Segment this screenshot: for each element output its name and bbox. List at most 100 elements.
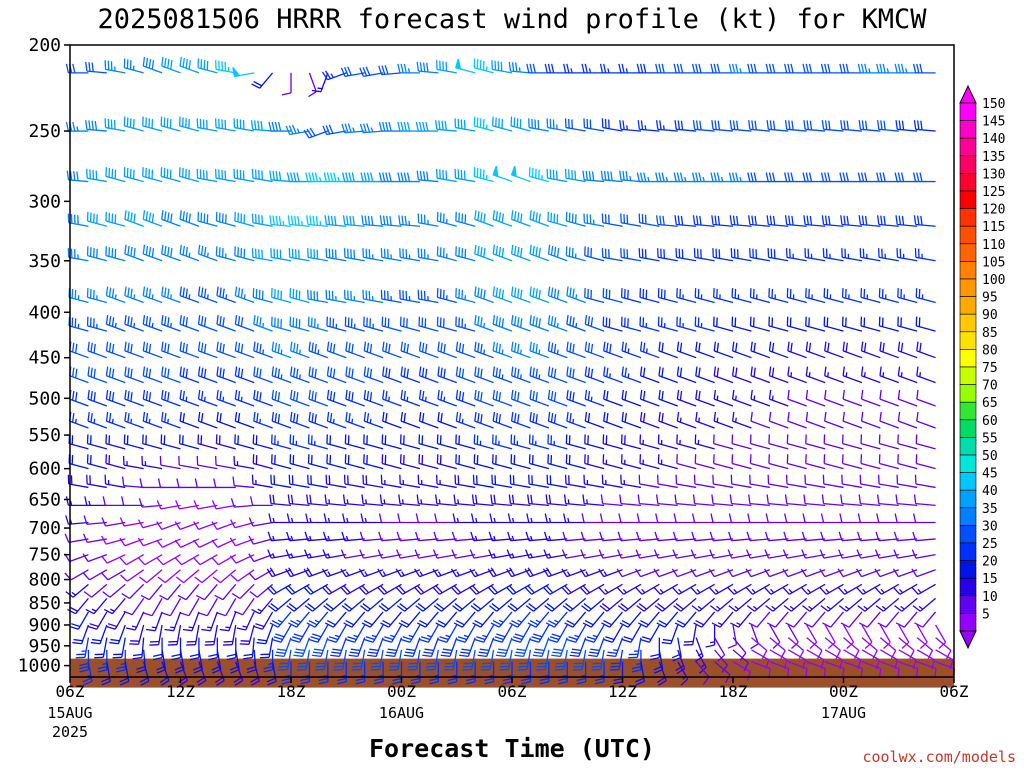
barb-flag-full (256, 390, 259, 401)
barb-shaft (419, 350, 439, 359)
wind-barb (598, 583, 623, 595)
barb-flag-full (551, 654, 561, 658)
barb-flag-full (385, 413, 388, 423)
barb-flag-half (678, 588, 683, 594)
wind-barb (105, 341, 126, 359)
barb-shaft (455, 538, 476, 542)
barb-shaft (692, 624, 697, 645)
wind-barb (142, 366, 163, 384)
barb-flag-half (408, 634, 414, 638)
barb-shaft (111, 597, 126, 615)
barb-flag-half (437, 571, 442, 576)
barb-shaft (437, 325, 457, 332)
barb-flag-half (390, 634, 395, 638)
barb-flag-full (827, 342, 830, 353)
wind-barb (233, 168, 255, 183)
barb-flag-half (407, 68, 411, 74)
barb-shaft (769, 569, 789, 578)
barb-flag-full (272, 170, 275, 181)
barb-flag-full (103, 608, 113, 615)
barb-flag-full (529, 366, 532, 376)
barb-shaft (621, 296, 642, 304)
barb-flag-full (913, 120, 917, 130)
wind-barb (399, 316, 421, 332)
wind-barb (655, 172, 678, 183)
barb-flag-full (101, 572, 109, 581)
barb-shaft (106, 398, 126, 407)
barb-flag-full (185, 368, 188, 379)
barb-flag-full (585, 170, 588, 181)
barb-flag-full (65, 63, 70, 74)
wind-barb (175, 569, 200, 584)
barb-flag-full (655, 513, 659, 523)
wind-barb (768, 454, 789, 470)
barb-flag-full (237, 342, 241, 353)
barb-flag-full (308, 366, 311, 376)
barb-flag-full (731, 366, 735, 376)
wind-barb (656, 248, 678, 262)
barb-flag-full (790, 63, 794, 74)
barb-shaft (271, 420, 292, 429)
barb-flag-full (543, 587, 551, 595)
wind-barb (492, 434, 513, 450)
barb-flag-full (71, 367, 75, 377)
barb-flag-full (819, 549, 825, 559)
barb-shaft (296, 611, 310, 628)
barb-flag-full (532, 316, 535, 326)
barb-flag-full (656, 622, 666, 628)
barb-flag-full (531, 636, 541, 641)
barb-flag-half (548, 517, 552, 523)
barb-shaft (511, 420, 531, 429)
wind-barb (713, 434, 734, 450)
barb-flag-full (342, 172, 346, 182)
barb-flag-full (305, 172, 309, 182)
barb-shaft (215, 177, 236, 183)
barb-flag-full (156, 539, 163, 548)
barb-shaft (768, 256, 789, 262)
barb-flag-full (569, 390, 572, 401)
barb-flag-full (219, 390, 222, 401)
barb-flag-half (709, 641, 715, 644)
barb-flag-full (130, 288, 133, 298)
wind-barb (65, 496, 89, 507)
barb-flag-full (308, 619, 318, 626)
wind-barb (600, 494, 623, 507)
barb-shaft (529, 253, 550, 262)
wind-barb (510, 210, 531, 227)
wind-barb (675, 474, 697, 489)
wind-barb (547, 211, 568, 227)
barb-flag-full (130, 368, 133, 379)
wind-barb (399, 454, 421, 470)
barb-flag-full (179, 389, 182, 400)
barb-shaft (220, 569, 237, 584)
wind-barb (269, 215, 292, 227)
barb-flag-full (837, 568, 844, 577)
barb-flag-full (234, 286, 238, 296)
barb-shaft (917, 583, 936, 595)
barb-flag-full (310, 636, 320, 641)
barb-flag-full (366, 342, 370, 353)
barb-flag-full (179, 244, 182, 255)
barb-flag-full (340, 587, 348, 595)
wind-barb (459, 637, 476, 658)
barb-flag-full (603, 389, 606, 400)
wind-barb (417, 474, 439, 489)
wind-barb (105, 286, 126, 304)
wind-barb (690, 583, 715, 595)
wind-barb (787, 389, 807, 407)
wind-barb (506, 567, 531, 578)
barb-flag-half (151, 322, 154, 328)
barb-flag-half (345, 535, 349, 541)
barb-flag-full (516, 246, 520, 257)
barb-flag-full (171, 653, 181, 658)
barb-shaft (510, 554, 531, 559)
barb-flag-full (858, 120, 862, 130)
barb-shaft (289, 325, 310, 332)
wind-barb (732, 637, 747, 661)
barb-shaft (473, 554, 494, 559)
barb-flag-full (127, 413, 130, 423)
wind-barb (214, 455, 236, 470)
barb-shaft (456, 569, 476, 578)
wind-barb (692, 494, 715, 507)
wind-barb (782, 583, 807, 595)
